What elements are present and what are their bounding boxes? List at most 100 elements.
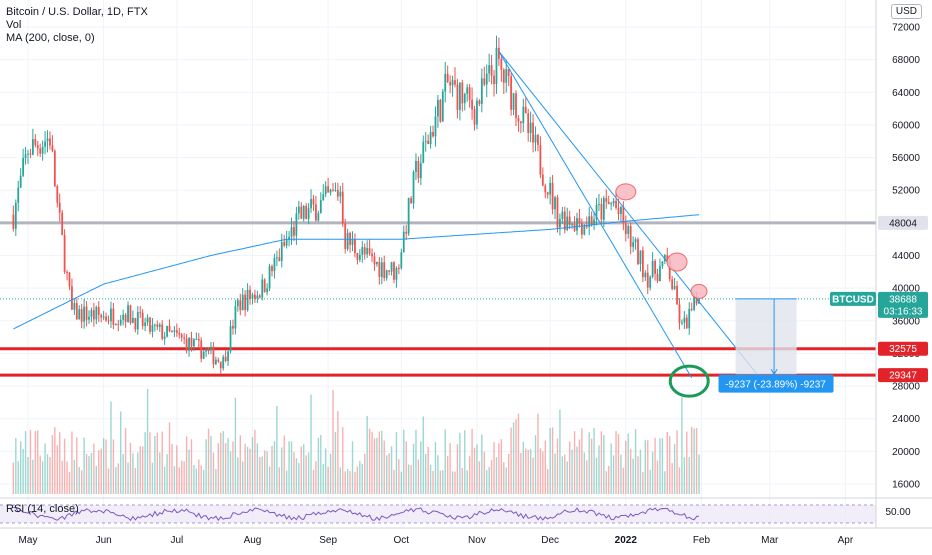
- candle-body[interactable]: [598, 203, 600, 205]
- candle-body[interactable]: [49, 138, 51, 146]
- target-circle[interactable]: [668, 364, 710, 398]
- candle-body[interactable]: [332, 189, 334, 191]
- candle-body[interactable]: [119, 319, 122, 325]
- currency-button[interactable]: USD: [890, 4, 922, 19]
- candle-body[interactable]: [190, 337, 193, 347]
- candle-body[interactable]: [171, 331, 173, 333]
- candle-body[interactable]: [620, 206, 622, 214]
- candle-body[interactable]: [485, 73, 488, 85]
- highlight-ellipse[interactable]: [690, 283, 708, 299]
- candle-body[interactable]: [395, 267, 398, 280]
- candle-body[interactable]: [505, 68, 508, 83]
- candle-body[interactable]: [551, 182, 554, 210]
- candle-body[interactable]: [600, 203, 603, 220]
- candle-body[interactable]: [681, 322, 683, 324]
- rsi-line[interactable]: [13, 507, 700, 522]
- candle-body[interactable]: [588, 216, 591, 228]
- trendline-2[interactable]: [498, 51, 761, 379]
- candle-body[interactable]: [507, 68, 510, 77]
- candle-body[interactable]: [673, 285, 676, 289]
- candle-body[interactable]: [390, 262, 393, 272]
- candle-body[interactable]: [622, 206, 625, 224]
- candle-body[interactable]: [344, 223, 347, 249]
- candle-body[interactable]: [498, 47, 500, 59]
- candle-body[interactable]: [88, 316, 90, 320]
- candle-body[interactable]: [322, 194, 325, 201]
- candle-body[interactable]: [383, 262, 386, 279]
- candle-body[interactable]: [615, 200, 617, 208]
- candle-body[interactable]: [410, 198, 412, 204]
- candle-body[interactable]: [46, 138, 49, 142]
- measure-box[interactable]: [735, 298, 797, 375]
- candle-body[interactable]: [346, 232, 349, 249]
- candle-body[interactable]: [666, 255, 669, 261]
- candle-body[interactable]: [34, 139, 37, 146]
- candle-body[interactable]: [195, 339, 198, 341]
- candle-body[interactable]: [678, 304, 681, 323]
- candle-body[interactable]: [132, 317, 134, 323]
- candle-body[interactable]: [114, 324, 117, 326]
- candle-body[interactable]: [493, 75, 495, 85]
- candle-body[interactable]: [402, 231, 405, 253]
- candle-body[interactable]: [197, 339, 200, 341]
- candle-body[interactable]: [283, 242, 286, 246]
- candle-body[interactable]: [117, 324, 120, 326]
- candle-body[interactable]: [659, 266, 661, 282]
- candle-body[interactable]: [415, 161, 417, 173]
- candle-body[interactable]: [110, 308, 112, 322]
- candle-body[interactable]: [356, 253, 359, 260]
- candle-body[interactable]: [102, 316, 105, 318]
- symbol-title[interactable]: Bitcoin / U.S. Dollar, 1D, FTX: [6, 6, 148, 18]
- candle-body[interactable]: [97, 307, 100, 315]
- candle-body[interactable]: [412, 172, 415, 204]
- candle-body[interactable]: [610, 203, 613, 205]
- candle-body[interactable]: [534, 134, 537, 143]
- candle-body[interactable]: [95, 307, 98, 320]
- candle-body[interactable]: [324, 186, 327, 195]
- candle-body[interactable]: [305, 205, 308, 219]
- candle-body[interactable]: [424, 140, 427, 142]
- candle-body[interactable]: [590, 216, 593, 225]
- candle-body[interactable]: [310, 199, 312, 209]
- candle-body[interactable]: [334, 190, 337, 192]
- candle-body[interactable]: [488, 65, 491, 74]
- candle-body[interactable]: [56, 186, 59, 203]
- candle-body[interactable]: [371, 253, 373, 257]
- candle-body[interactable]: [66, 271, 68, 273]
- candle-body[interactable]: [422, 141, 425, 164]
- candle-body[interactable]: [202, 351, 205, 359]
- candle-body[interactable]: [397, 267, 400, 269]
- candle-body[interactable]: [80, 309, 83, 322]
- candle-body[interactable]: [315, 204, 317, 221]
- candle-body[interactable]: [432, 131, 434, 137]
- candle-body[interactable]: [100, 314, 103, 318]
- candle-body[interactable]: [124, 314, 127, 322]
- candle-body[interactable]: [563, 211, 566, 230]
- candle-body[interactable]: [51, 145, 54, 151]
- candle-body[interactable]: [468, 87, 471, 100]
- candle-body[interactable]: [280, 242, 283, 262]
- candle-body[interactable]: [246, 289, 249, 311]
- candle-body[interactable]: [354, 239, 356, 254]
- candle-body[interactable]: [90, 310, 93, 317]
- candle-body[interactable]: [22, 158, 25, 176]
- candle-body[interactable]: [539, 144, 542, 175]
- ma-line[interactable]: [13, 214, 700, 330]
- candle-body[interactable]: [275, 257, 278, 259]
- candle-body[interactable]: [288, 236, 290, 240]
- candle-body[interactable]: [268, 266, 271, 289]
- candle-body[interactable]: [134, 317, 137, 330]
- candle-body[interactable]: [541, 174, 544, 186]
- candle-body[interactable]: [559, 218, 561, 228]
- candle-body[interactable]: [644, 272, 647, 278]
- candle-body[interactable]: [361, 247, 364, 255]
- candle-body[interactable]: [439, 99, 442, 122]
- candle-body[interactable]: [307, 208, 310, 219]
- candle-body[interactable]: [217, 359, 220, 362]
- candle-body[interactable]: [122, 314, 125, 320]
- candle-body[interactable]: [358, 254, 361, 260]
- candle-body[interactable]: [419, 163, 422, 179]
- candle-body[interactable]: [351, 239, 354, 245]
- highlight-ellipse[interactable]: [666, 252, 688, 272]
- candle-body[interactable]: [53, 150, 56, 187]
